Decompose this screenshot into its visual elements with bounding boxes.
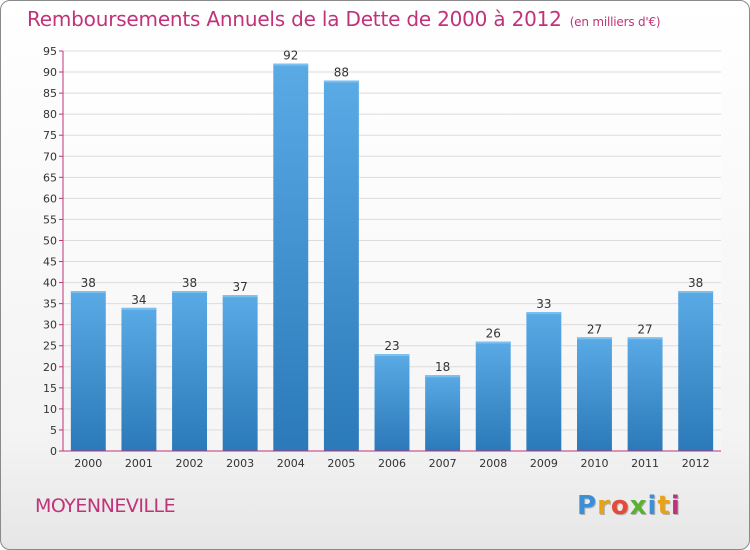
logo-letter: i [647, 491, 658, 521]
bar-2001 [121, 307, 157, 451]
bar-highlight [70, 291, 106, 293]
y-tick-label: 55 [43, 213, 57, 226]
y-tick-label: 30 [43, 319, 57, 332]
x-tick-label: 2008 [479, 457, 507, 470]
bar-2006 [374, 354, 410, 451]
bar-2003 [222, 295, 258, 451]
value-label: 38 [81, 276, 96, 290]
value-label: 37 [233, 280, 248, 294]
bar-highlight [323, 80, 359, 83]
y-tick-label: 15 [43, 382, 57, 395]
bar-2005 [323, 80, 359, 451]
value-label: 92 [283, 49, 298, 63]
logo-letter: x [629, 491, 648, 521]
value-label: 27 [637, 322, 652, 336]
bar-highlight [627, 337, 663, 340]
x-tick-label: 2001 [125, 457, 153, 470]
value-label: 23 [384, 339, 399, 353]
y-tick-label: 10 [43, 403, 57, 416]
logo-letter: o [610, 491, 630, 521]
bar-2012 [678, 291, 714, 451]
bar-2004 [273, 63, 309, 451]
x-tick-label: 2006 [378, 457, 406, 470]
bar-2010 [576, 337, 612, 451]
logo-letter: t [657, 491, 671, 521]
bar-highlight [425, 375, 461, 378]
chart-title: Remboursements Annuels de la Dette de 20… [27, 7, 661, 31]
value-label: 26 [486, 327, 501, 341]
logo-letter: P [577, 491, 598, 521]
chart-subtitle: (en milliers d'€) [569, 15, 661, 29]
bar-2011 [627, 337, 663, 451]
bar-highlight [475, 341, 511, 344]
logo-letter: i [670, 491, 681, 521]
value-label: 33 [536, 297, 551, 311]
value-label: 38 [182, 276, 197, 290]
y-tick-label: 95 [43, 45, 57, 58]
y-tick-label: 0 [50, 445, 57, 458]
bar-highlight [121, 307, 157, 310]
x-tick-label: 2004 [277, 457, 305, 470]
x-tick-label: 2007 [429, 457, 457, 470]
bar-highlight [678, 291, 714, 293]
bar-highlight [273, 63, 309, 66]
y-tick-label: 60 [43, 192, 57, 205]
x-tick-label: 2012 [682, 457, 710, 470]
bar-2000 [70, 291, 106, 451]
bar-highlight [576, 337, 612, 340]
proxiti-logo[interactable]: Proxiti [577, 491, 681, 521]
x-tick-label: 2009 [530, 457, 558, 470]
bar-2002 [172, 291, 208, 451]
y-tick-label: 75 [43, 129, 57, 142]
x-tick-label: 2002 [176, 457, 204, 470]
chart-title-text: Remboursements Annuels de la Dette de 20… [27, 7, 562, 31]
value-label: 88 [334, 65, 349, 79]
value-label: 38 [688, 276, 703, 290]
bar-2008 [475, 341, 511, 451]
y-tick-label: 40 [43, 277, 57, 290]
y-tick-label: 25 [43, 340, 57, 353]
y-tick-label: 50 [43, 234, 57, 247]
value-label: 18 [435, 360, 450, 374]
city-name: MOYENNEVILLE [35, 495, 176, 517]
y-tick-label: 35 [43, 298, 57, 311]
value-label: 34 [131, 293, 146, 307]
y-tick-label: 70 [43, 150, 57, 163]
x-tick-label: 2005 [327, 457, 355, 470]
x-tick-label: 2010 [580, 457, 608, 470]
bar-2009 [526, 312, 562, 451]
value-label: 27 [587, 322, 602, 336]
bar-2007 [425, 375, 461, 451]
bar-highlight [172, 291, 208, 293]
y-tick-label: 20 [43, 361, 57, 374]
y-tick-label: 65 [43, 171, 57, 184]
x-tick-label: 2011 [631, 457, 659, 470]
y-tick-label: 5 [50, 424, 57, 437]
logo-letter: r [597, 491, 611, 521]
bar-highlight [374, 354, 410, 357]
y-tick-label: 90 [43, 66, 57, 79]
x-tick-label: 2003 [226, 457, 254, 470]
x-tick-label: 2000 [74, 457, 102, 470]
bar-highlight [222, 295, 258, 298]
bar-highlight [526, 312, 562, 315]
y-tick-label: 45 [43, 256, 57, 269]
y-tick-label: 85 [43, 87, 57, 100]
y-tick-label: 80 [43, 108, 57, 121]
